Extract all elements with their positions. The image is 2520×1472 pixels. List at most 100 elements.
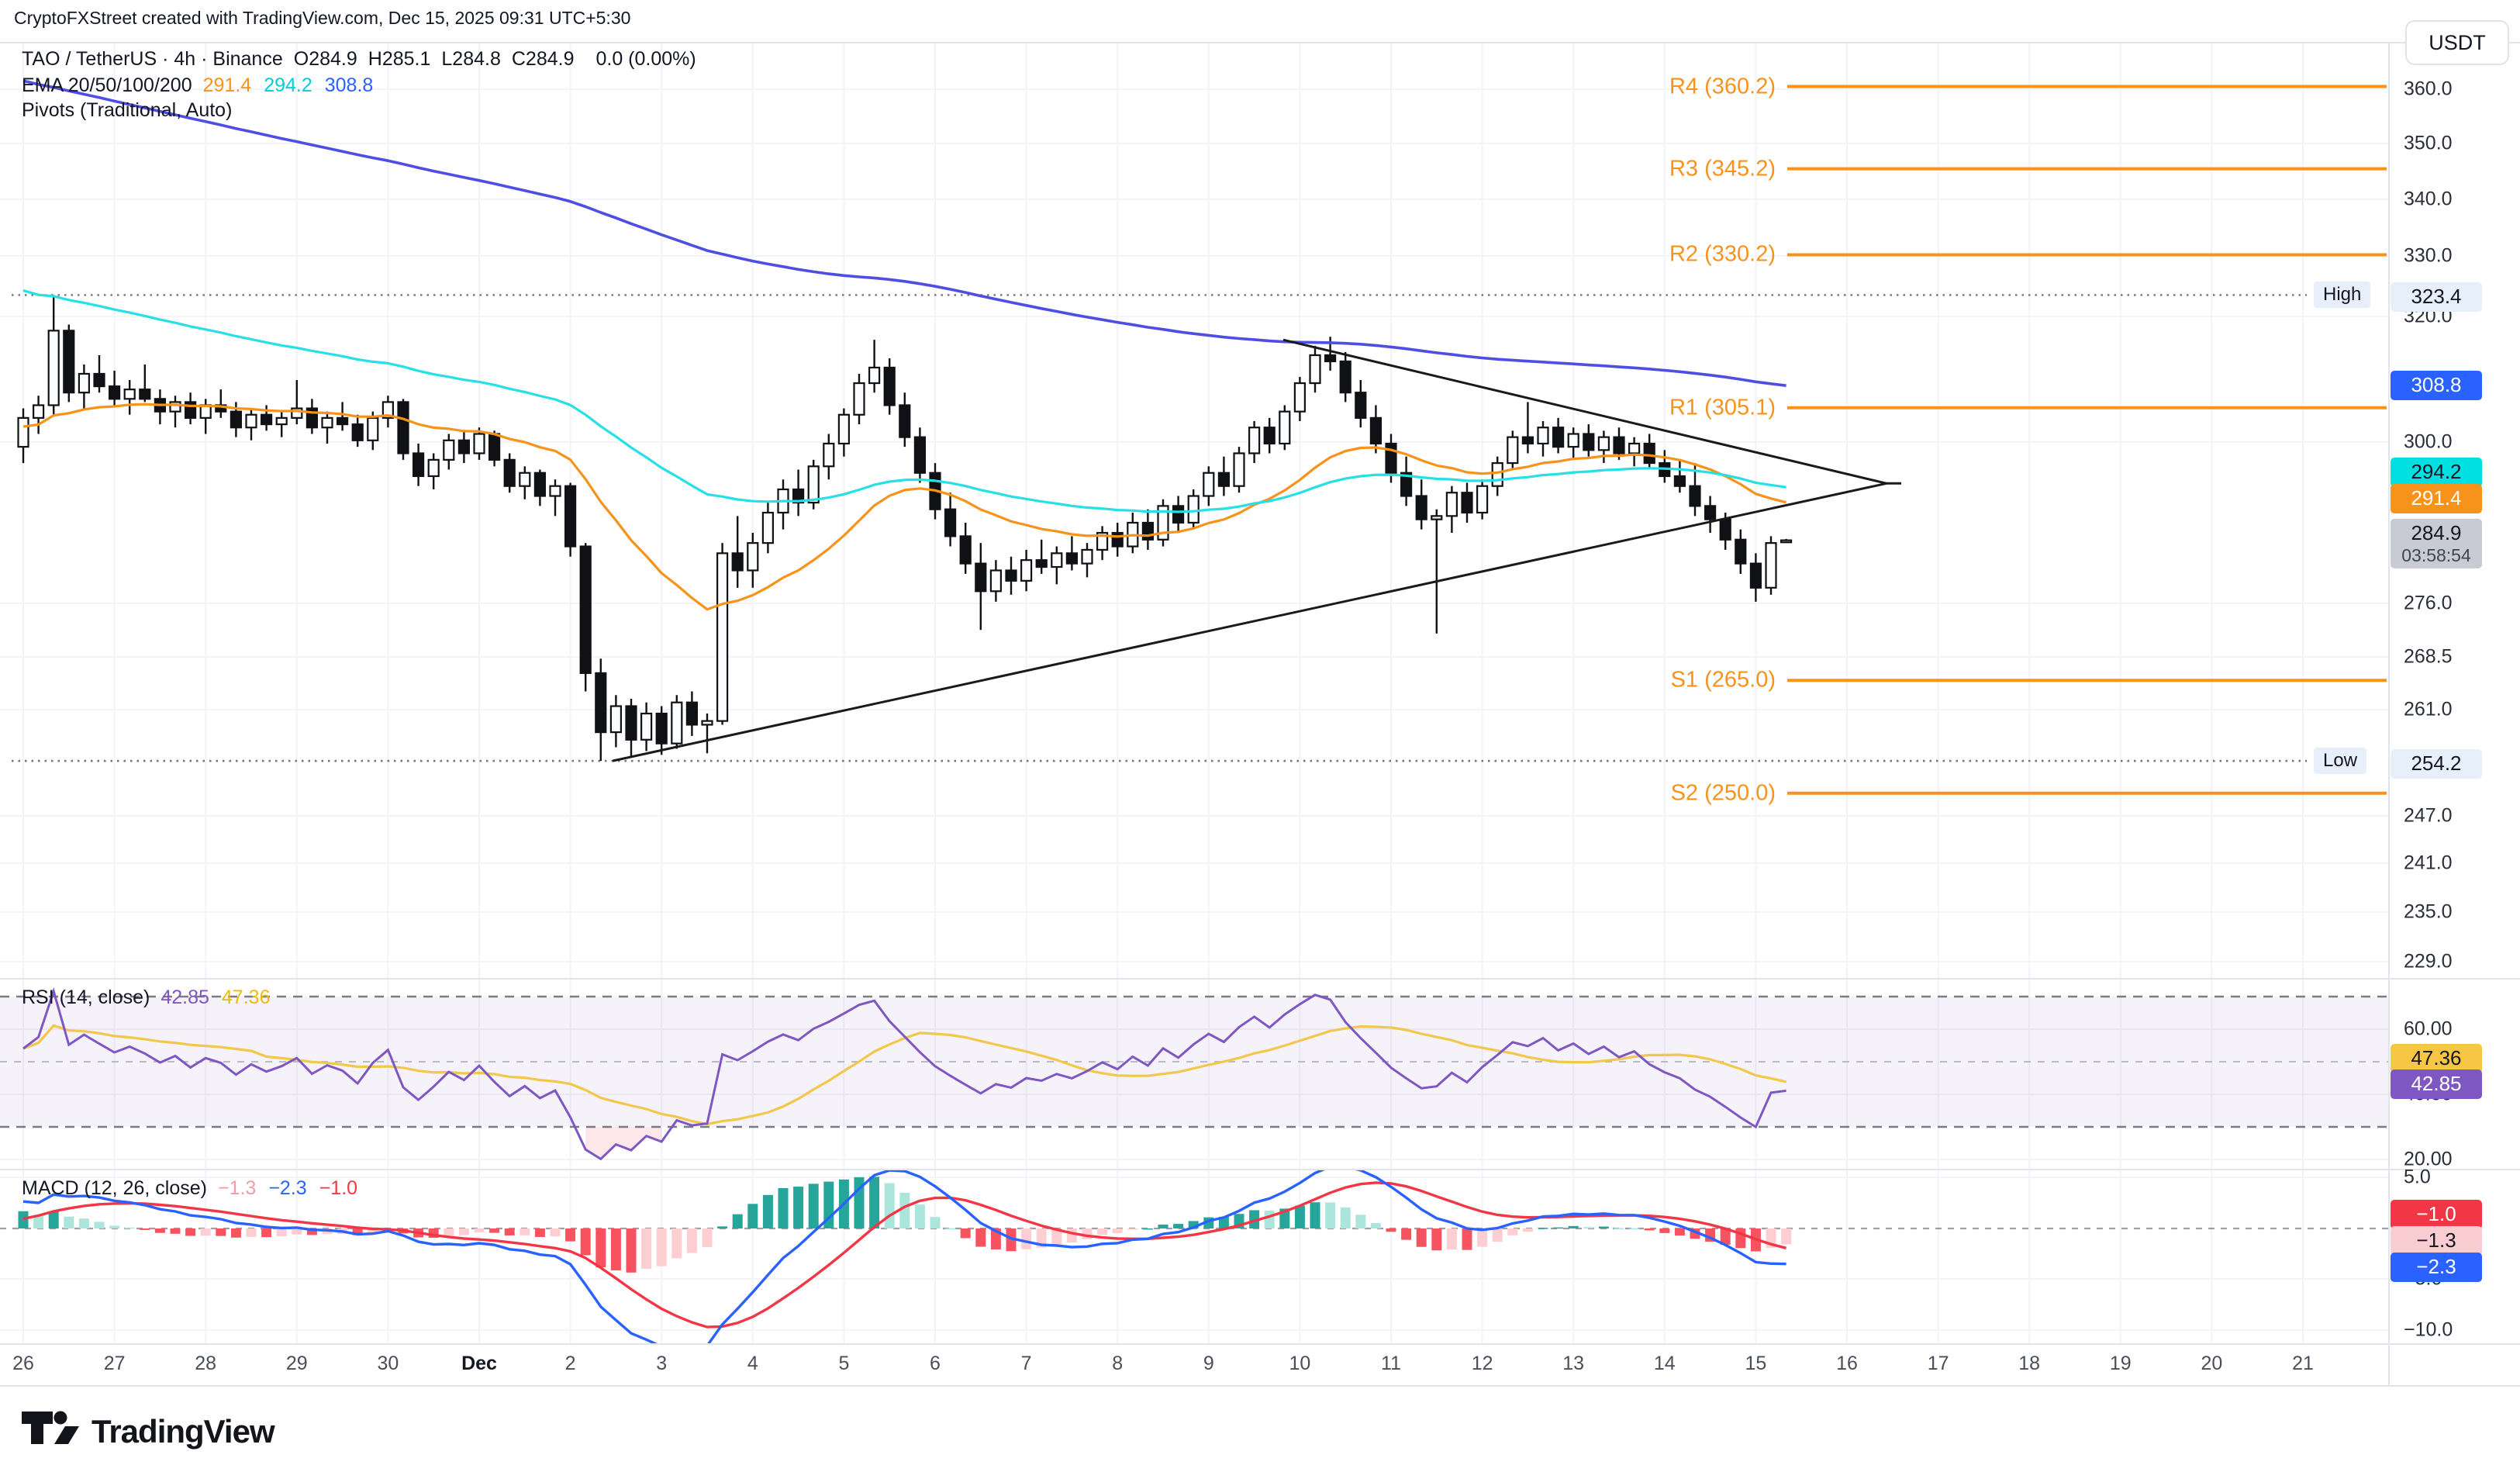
price-tick: 330.0	[2404, 244, 2453, 267]
high-line-label[interactable]: High	[2314, 282, 2371, 309]
pivot-label-r2[interactable]: R2 (330.2)	[1669, 241, 1776, 267]
time-label-14[interactable]: 14	[1653, 1353, 1676, 1374]
time-label-18[interactable]: 18	[2018, 1353, 2041, 1374]
time-label-2[interactable]: 2	[564, 1353, 576, 1374]
attribution-text: CryptoFXStreet created with TradingView.…	[14, 8, 631, 28]
time-label-6[interactable]: 6	[930, 1353, 941, 1374]
macd-line-badge: −2.3	[2391, 1253, 2482, 1282]
change-value: 0.0 (0.00%)	[595, 48, 696, 70]
ema-value-0: 291.4	[202, 74, 252, 96]
tradingview-logo-text: TradingView	[91, 1413, 275, 1450]
ohlc-l: L284.8	[441, 48, 501, 70]
price-tick: 241.0	[2404, 852, 2453, 874]
price-tick: 247.0	[2404, 804, 2453, 827]
ohlc-o: O284.9	[293, 48, 357, 70]
time-axis-divider	[0, 1343, 2520, 1345]
macd-legend-row[interactable]: MACD (12, 26, close) −1.3 −2.3 −1.0	[22, 1177, 370, 1200]
tradingview-logo[interactable]: TradingView	[22, 1410, 275, 1453]
pivot-label-r4[interactable]: R4 (360.2)	[1669, 74, 1776, 99]
price-tick: 300.0	[2404, 430, 2453, 453]
rsi-value-0: 42.85	[161, 987, 209, 1008]
macd-signal-badge: −1.0	[2391, 1200, 2482, 1229]
time-label-10[interactable]: 10	[1289, 1353, 1311, 1374]
macd-tick: 5.0	[2404, 1166, 2431, 1188]
macd-value-1: −2.3	[268, 1177, 307, 1199]
ema-legend-row[interactable]: EMA 20/50/100/200 291.4 294.2 308.8	[22, 74, 385, 97]
bottom-divider	[0, 1385, 2520, 1387]
ohlc-values: O284.9 H285.1 L284.8 C284.9	[294, 48, 585, 71]
pivot-label-r3[interactable]: R3 (345.2)	[1669, 156, 1776, 181]
macd-tick: −10.0	[2404, 1318, 2453, 1341]
pivot-label-s1[interactable]: S1 (265.0)	[1670, 667, 1776, 693]
ema50-badge: 294.2	[2391, 458, 2482, 487]
rsi-values: 42.85 47.36	[161, 987, 282, 1009]
time-label-20[interactable]: 20	[2201, 1353, 2223, 1374]
ohlc-c: C284.9	[511, 48, 575, 70]
rsi-pane-divider[interactable]	[0, 978, 2520, 980]
symbol-legend-row[interactable]: TAO / TetherUS · 4h · Binance O284.9 H285…	[22, 48, 696, 71]
ema-value-2: 308.8	[324, 74, 374, 96]
low-price-badge: 254.2	[2391, 749, 2482, 779]
currency-toggle-button[interactable]: USDT	[2405, 20, 2509, 65]
macd-hist-badge: −1.3	[2391, 1226, 2482, 1256]
time-label-16[interactable]: 16	[1836, 1353, 1858, 1374]
time-label-3[interactable]: 3	[656, 1353, 668, 1374]
pivots-legend-row[interactable]: Pivots (Traditional, Auto)	[22, 99, 232, 122]
macd-values: −1.3 −2.3 −1.0	[218, 1177, 370, 1200]
time-label-dec[interactable]: Dec	[461, 1353, 497, 1374]
rsi-label: RSI (14, close)	[22, 987, 150, 1008]
time-label-5[interactable]: 5	[838, 1353, 850, 1374]
rsi-value-1: 47.36	[221, 987, 271, 1008]
time-label-17[interactable]: 17	[1927, 1353, 1949, 1374]
rsi-legend-row[interactable]: RSI (14, close) 42.85 47.36	[22, 987, 282, 1009]
macd-value-0: −1.3	[217, 1177, 257, 1199]
price-tick: 360.0	[2404, 78, 2453, 100]
pivot-label-s2[interactable]: S2 (250.0)	[1670, 780, 1776, 806]
countdown-timer: 03:58:54	[2401, 544, 2471, 565]
pivots-label: Pivots (Traditional, Auto)	[22, 99, 233, 121]
header-divider	[0, 42, 2520, 43]
price-tick: 350.0	[2404, 132, 2453, 154]
time-label-4[interactable]: 4	[747, 1353, 758, 1374]
price-tick: 340.0	[2404, 188, 2453, 210]
time-label-8[interactable]: 8	[1112, 1353, 1124, 1374]
macd-value-2: −1.0	[319, 1177, 358, 1199]
price-axis-divider	[2388, 42, 2390, 1387]
time-label-21[interactable]: 21	[2292, 1353, 2314, 1374]
time-label-9[interactable]: 9	[1203, 1353, 1214, 1374]
rsi-ma-badge: 47.36	[2391, 1044, 2482, 1073]
time-label-7[interactable]: 7	[1020, 1353, 1032, 1374]
time-label-29[interactable]: 29	[285, 1353, 308, 1374]
ema-label: EMA 20/50/100/200	[22, 74, 192, 96]
time-label-11[interactable]: 11	[1381, 1353, 1401, 1374]
rsi-badge: 42.85	[2391, 1069, 2482, 1099]
price-tick: 276.0	[2404, 592, 2453, 614]
macd-label: MACD (12, 26, close)	[22, 1177, 207, 1199]
ema-value-1: 294.2	[264, 74, 312, 96]
pivot-label-r1[interactable]: R1 (305.1)	[1669, 395, 1776, 420]
time-label-30[interactable]: 30	[377, 1353, 399, 1374]
time-label-12[interactable]: 12	[1471, 1353, 1493, 1374]
price-tick: 268.5	[2404, 645, 2453, 668]
time-label-15[interactable]: 15	[1745, 1353, 1767, 1374]
time-label-26[interactable]: 26	[12, 1353, 34, 1374]
ohlc-h: H285.1	[368, 48, 431, 70]
ema20-badge: 291.4	[2391, 484, 2482, 513]
time-label-28[interactable]: 28	[195, 1353, 217, 1374]
time-label-19[interactable]: 19	[2109, 1353, 2132, 1374]
ema200-badge: 308.8	[2391, 371, 2482, 400]
low-line-label[interactable]: Low	[2314, 748, 2367, 775]
last-price-badge: 284.9 03:58:54	[2391, 518, 2482, 569]
ema-values: 291.4 294.2 308.8	[203, 74, 386, 97]
price-tick: 261.0	[2404, 698, 2453, 720]
rsi-tick: 20.00	[2404, 1148, 2453, 1170]
time-label-27[interactable]: 27	[103, 1353, 126, 1374]
price-tick: 235.0	[2404, 900, 2453, 923]
time-label-13[interactable]: 13	[1562, 1353, 1585, 1374]
high-price-badge: 323.4	[2391, 282, 2482, 312]
symbol-title: TAO / TetherUS · 4h · Binance	[22, 48, 283, 70]
macd-pane-divider[interactable]	[0, 1169, 2520, 1170]
tradingview-logo-icon	[22, 1411, 79, 1444]
